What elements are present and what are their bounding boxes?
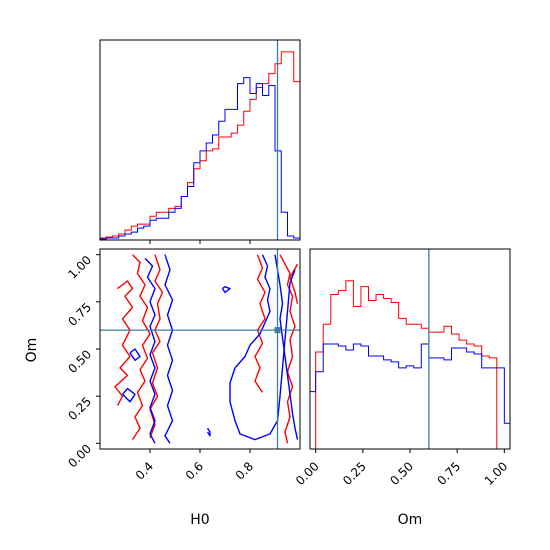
h0-histogram-series-red bbox=[99, 51, 300, 240]
x-axis-title-om: Om bbox=[398, 512, 423, 528]
contour-blue-12 bbox=[221, 286, 231, 294]
joint-y-tick-label: 0.75 bbox=[65, 300, 94, 329]
contour-red-5 bbox=[289, 263, 299, 304]
contour-blue-11 bbox=[274, 254, 299, 440]
om-histogram-frame bbox=[309, 248, 511, 450]
x-axis-title-h0: H0 bbox=[190, 512, 209, 528]
contour-blue-13 bbox=[206, 427, 211, 437]
contour-red-0 bbox=[131, 254, 151, 440]
joint-x-tick-label: 0.8 bbox=[233, 459, 256, 482]
contour-blue-6 bbox=[144, 257, 156, 444]
contour-red-4 bbox=[254, 254, 266, 393]
contour-red-1 bbox=[114, 280, 134, 406]
om-histogram-series-red bbox=[310, 280, 510, 449]
contour-blue-7 bbox=[164, 254, 174, 444]
joint-contours bbox=[114, 254, 299, 444]
joint-frame bbox=[99, 248, 301, 450]
joint-x-tick-label: 0.6 bbox=[183, 459, 206, 482]
om-x-tick-label: 0.75 bbox=[434, 459, 463, 488]
om-x-tick-label: 0.25 bbox=[340, 459, 369, 488]
om-x-tick-label: 0.00 bbox=[293, 459, 322, 488]
om-histogram-series-blue bbox=[310, 343, 510, 424]
contour-red-2 bbox=[149, 254, 164, 438]
contour-blue-8 bbox=[129, 348, 141, 361]
joint-x-tick-label: 0.4 bbox=[133, 459, 156, 482]
contour-blue-10 bbox=[229, 254, 296, 441]
joint-contour-panel: 0.4 0.6 0.8 0.00 0.25 0.50 0.75 1.00 bbox=[65, 248, 301, 483]
h0-histogram-series-blue bbox=[99, 77, 300, 240]
contour-blue-9 bbox=[121, 387, 136, 403]
joint-truth-marker bbox=[274, 327, 281, 334]
joint-y-tick-label: 0.00 bbox=[65, 442, 94, 471]
joint-y-tick-label: 1.00 bbox=[65, 253, 94, 282]
om-x-tick-label: 1.00 bbox=[482, 459, 511, 488]
om-histogram-series bbox=[310, 280, 510, 449]
contour-red-3 bbox=[279, 254, 296, 444]
joint-y-tick-label: 0.25 bbox=[65, 394, 94, 423]
joint-y-tick-label: 0.50 bbox=[65, 347, 94, 376]
y-axis-title-om: Om bbox=[24, 338, 40, 363]
h0-histogram-frame bbox=[99, 39, 301, 241]
om-x-tick-label: 0.50 bbox=[387, 459, 416, 488]
om-histogram-panel: 0.00 0.25 0.50 0.75 1.00 bbox=[293, 248, 511, 488]
h0-histogram-panel bbox=[99, 39, 301, 244]
